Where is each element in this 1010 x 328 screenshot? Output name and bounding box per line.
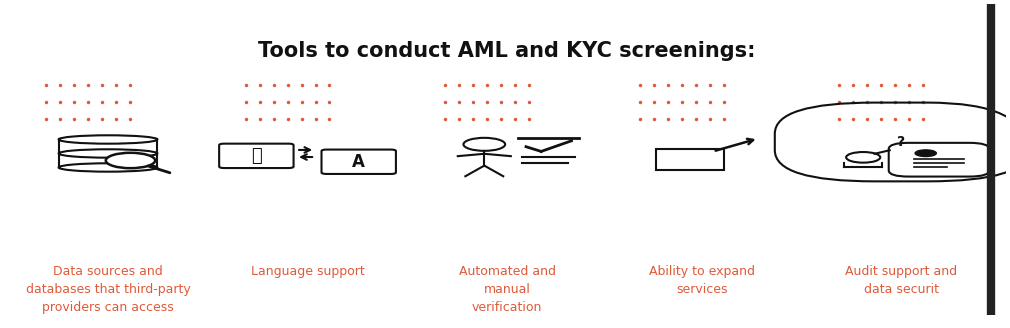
Text: A: A — [352, 153, 366, 171]
Text: Data sources and
databases that third-party
providers can access: Data sources and databases that third-pa… — [25, 265, 191, 315]
Text: Ability to expand
services: Ability to expand services — [648, 265, 754, 297]
Bar — [656, 149, 724, 170]
Circle shape — [915, 150, 936, 156]
Text: Automated and
manual
verification: Automated and manual verification — [459, 265, 556, 315]
Text: Language support: Language support — [250, 265, 365, 278]
Text: 文: 文 — [251, 147, 262, 165]
Text: Tools to conduct AML and KYC screenings:: Tools to conduct AML and KYC screenings: — [259, 42, 755, 61]
Text: Audit support and
data securit: Audit support and data securit — [845, 265, 957, 297]
Text: ?: ? — [897, 135, 905, 149]
Circle shape — [106, 153, 156, 168]
